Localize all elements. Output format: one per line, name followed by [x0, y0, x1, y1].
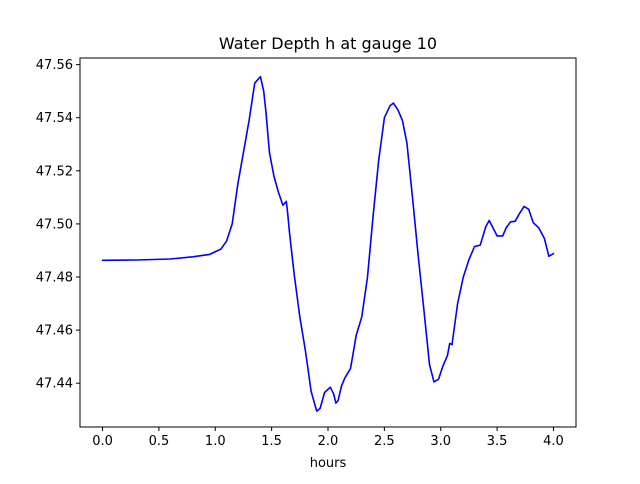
y-tick-label: 47.56	[36, 58, 73, 73]
y-tick-label: 47.44	[36, 377, 73, 392]
y-tick-label: 47.48	[36, 271, 73, 286]
plot-area	[80, 58, 576, 427]
y-tick-label: 47.54	[36, 111, 73, 126]
water-depth-line	[101, 75, 555, 412]
x-tick-label: 1.5	[261, 434, 282, 449]
y-tick-label: 47.50	[36, 217, 73, 232]
x-axis: 0.0 0.5 1.0 1.5 2.0 2.5 3.0 3.5 4.0	[92, 427, 564, 449]
y-axis: 47.44 47.46 47.48 47.50 47.52 47.54 47.56	[36, 58, 80, 392]
x-tick-label: 1.0	[205, 434, 226, 449]
y-tick-label: 47.52	[36, 164, 73, 179]
x-tick-label: 3.5	[487, 434, 508, 449]
y-tick-label: 47.46	[36, 324, 73, 339]
chart-title: Water Depth h at gauge 10	[219, 34, 437, 53]
series-layer	[101, 75, 555, 412]
x-tick-label: 0.0	[92, 434, 113, 449]
x-tick-label: 4.0	[543, 434, 564, 449]
x-tick-label: 3.0	[430, 434, 451, 449]
x-tick-label: 0.5	[149, 434, 170, 449]
x-axis-label: hours	[310, 456, 347, 471]
x-tick-label: 2.0	[318, 434, 339, 449]
x-tick-label: 2.5	[374, 434, 395, 449]
